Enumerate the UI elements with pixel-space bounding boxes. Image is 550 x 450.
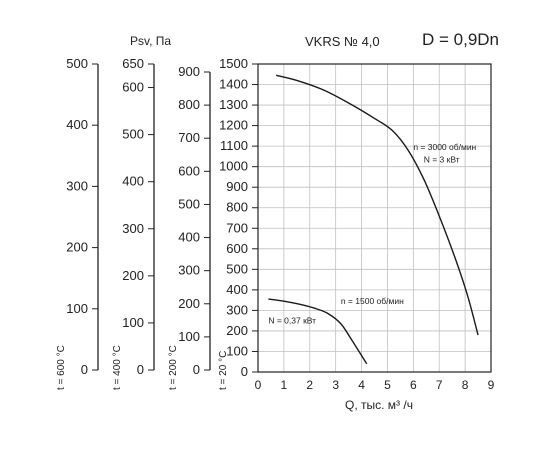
performance-curve [268, 298, 368, 365]
temp-axis-tick-label: 1000 [219, 159, 248, 174]
temp-axis-tick-label: 600 [122, 80, 144, 95]
temp-axis-tick-label: 900 [178, 64, 200, 79]
plot-frame [257, 63, 492, 373]
performance-curve [275, 74, 479, 336]
temp-axis-tick-label: 800 [226, 200, 248, 215]
temp-axis-tick-label: 100 [226, 343, 248, 358]
temp-axis-tick-label: 650 [122, 56, 144, 71]
x-tick-label: 5 [384, 378, 391, 392]
temp-axis-tick-label: 1100 [220, 138, 248, 153]
chart-grid [257, 63, 492, 373]
x-tick-labels: 0 1 2 3 4 5 6 7 8 9 [255, 378, 495, 392]
temp-axis-tick-label: 700 [226, 220, 248, 235]
temp-axis-label: t = 400 °C [112, 345, 123, 390]
temp-axis-tick-label: 500 [66, 56, 88, 71]
temp-axis-tick-label: 600 [178, 163, 200, 178]
temp-axis-tick-label: 100 [178, 329, 200, 344]
temperature-axes: 0100200300400500600700800900100011001200… [56, 56, 258, 390]
x-tick-label: 3 [332, 378, 339, 392]
x-tick-label: 4 [358, 378, 365, 392]
x-tick-label: 1 [281, 378, 288, 392]
curve-annotation: N = 3 кВт [424, 155, 460, 165]
pressure-axis-title: Psv, Па [130, 34, 172, 48]
x-axis-title: Q, тыс. м³ /ч [345, 398, 413, 412]
curve-annotation: n = 3000 об/мин [413, 142, 476, 152]
curve-annotation: N = 0,37 кВт [268, 316, 316, 326]
x-tick-label: 7 [436, 378, 443, 392]
x-tick-label: 8 [462, 378, 469, 392]
impeller-diameter-label: D = 0,9Dn [422, 30, 500, 49]
temp-axis-tick-label: 1500 [219, 56, 248, 71]
temp-axis-tick-label: 200 [178, 296, 200, 311]
temp-axis-tick-label: 300 [178, 263, 200, 278]
temp-axis-tick-label: 500 [178, 196, 200, 211]
temp-axis-tick-label: 200 [122, 268, 144, 283]
temp-axis-tick-label: 800 [178, 97, 200, 112]
temp-axis-tick-label: 700 [178, 130, 200, 145]
temp-axis-tick-label: 500 [226, 261, 248, 276]
curve-annotation: n = 1500 об/мин [341, 296, 404, 306]
temp-axis-tick-label: 1400 [219, 77, 248, 92]
fan-model-label: VKRS № 4,0 [305, 34, 380, 49]
temp-axis-tick-label: 400 [122, 174, 144, 189]
temp-axis-tick-label: 300 [226, 302, 248, 317]
temp-axis-tick-label: 100 [66, 301, 88, 316]
temp-axis-tick-label: 400 [178, 230, 200, 245]
temp-axis-tick-label: 500 [122, 127, 144, 142]
temp-axis-tick-label: 300 [122, 221, 144, 236]
x-tick-label: 2 [306, 378, 313, 392]
x-tick-label: 0 [255, 378, 262, 392]
temp-axis-tick-label: 400 [226, 282, 248, 297]
x-tick-label: 9 [488, 378, 495, 392]
temp-axis-tick-label: 0 [137, 362, 144, 377]
temp-axis-tick-label: 600 [226, 241, 248, 256]
temp-axis-tick-label: 1300 [219, 97, 248, 112]
temp-axis-label: t = 20 °C [218, 351, 229, 390]
x-tick-label: 6 [410, 378, 417, 392]
temp-axis-tick-label: 200 [226, 323, 248, 338]
temp-axis-tick-label: 0 [193, 362, 200, 377]
temp-axis-label: t = 600 °C [56, 345, 67, 390]
temp-axis-tick-label: 300 [66, 178, 88, 193]
temp-axis-tick-label: 0 [81, 362, 88, 377]
curve-annotations: n = 3000 об/мин N = 3 кВт n = 1500 об/мин N… [268, 142, 476, 326]
temp-axis-tick-label: 1200 [219, 118, 248, 133]
temp-axis-label: t = 200 °C [168, 345, 179, 390]
temp-axis-tick-label: 0 [241, 364, 248, 379]
curve-group [268, 74, 479, 365]
temp-axis-tick-label: 100 [122, 315, 144, 330]
temp-axis-tick-label: 900 [226, 179, 248, 194]
temp-axis-tick-label: 200 [66, 240, 88, 255]
temp-axis-tick-label: 400 [66, 117, 88, 132]
